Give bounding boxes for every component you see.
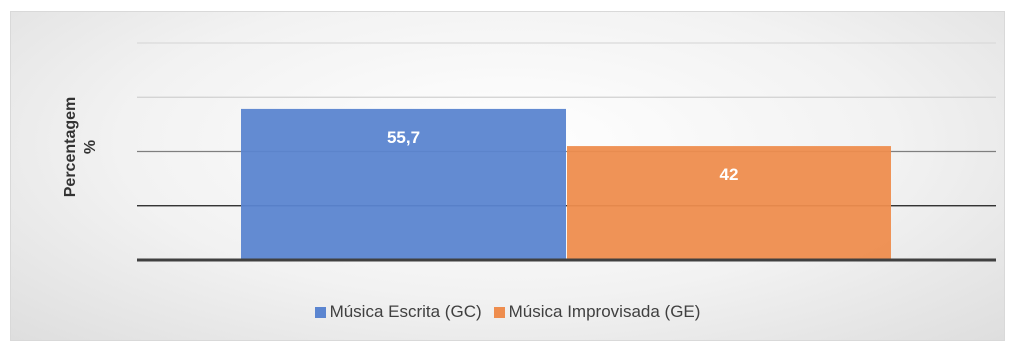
legend-swatch-escrita — [314, 306, 326, 318]
bar-escrita — [241, 108, 566, 260]
bar-improvisada — [567, 146, 891, 260]
data-label-improvisada: 42 — [720, 165, 739, 184]
legend-label-escrita: Música Escrita (GC) — [329, 302, 482, 321]
data-label-escrita: 55,7 — [387, 128, 420, 147]
legend-label-improvisada: Música Improvisada (GE) — [508, 302, 701, 321]
chart-area: 55,7 42 Percentagem % Música Escrita (GC)… — [10, 11, 1005, 341]
legend-item-improvisada: Música Improvisada (GE) — [493, 302, 701, 322]
legend: Música Escrita (GC) Música Improvisada (… — [11, 302, 1004, 322]
legend-item-escrita: Música Escrita (GC) — [314, 302, 482, 322]
bars — [241, 108, 891, 260]
bar-chart: 55,7 42 Percentagem % — [62, 42, 996, 262]
legend-swatch-improvisada — [493, 306, 505, 318]
y-axis-label-line-1: Percentagem — [62, 97, 79, 198]
bar-labels: 55,7 42 — [387, 128, 739, 184]
y-axis-label-line-2: % — [82, 140, 99, 154]
